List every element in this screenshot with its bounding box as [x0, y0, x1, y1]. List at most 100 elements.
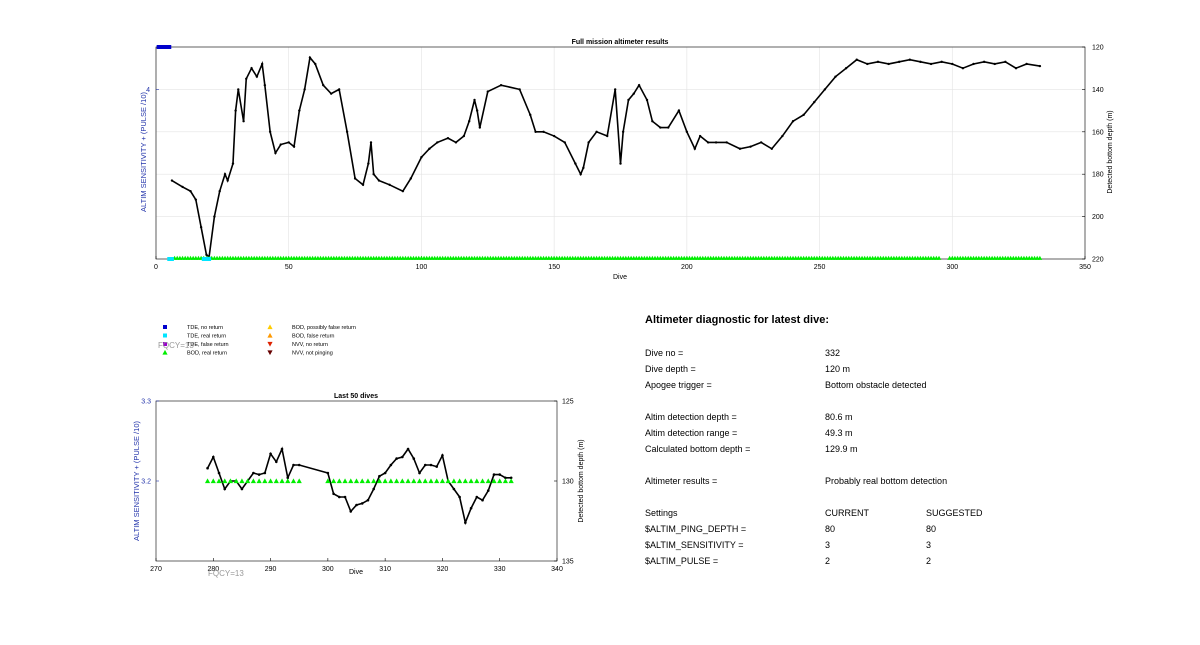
depth-point — [322, 83, 325, 87]
depth-point — [993, 62, 996, 66]
depth-point — [677, 109, 681, 112]
depth-point — [972, 62, 975, 66]
depth-point — [534, 130, 537, 133]
bod-real-return-marker — [416, 478, 423, 484]
depth-point — [478, 126, 482, 129]
right-tick-label: 120 — [1092, 45, 1104, 52]
last50-left-ticks: 3.3 3.2 — [141, 399, 159, 486]
last50-left-ylabel: ALTIM SENSITIVITY + (PULSE /10) — [132, 421, 141, 541]
depth-point — [367, 162, 370, 165]
dive-depth-value: 120 m — [825, 364, 851, 374]
depth-point — [929, 62, 933, 66]
x-tick-label: 290 — [265, 566, 277, 573]
x-tick-label: 340 — [551, 566, 563, 573]
full-chart-title: Full mission altimeter results — [572, 39, 669, 46]
legend-marker — [163, 333, 167, 338]
bod-real-return-marker — [279, 478, 285, 484]
bod-real-return-marker — [468, 478, 474, 484]
last50-right-ylabel: Detected bottom depth (m) — [578, 439, 585, 522]
depth-series-line — [171, 55, 1041, 259]
right-tick-label: 130 — [562, 479, 574, 486]
x-tick-label: 100 — [416, 264, 428, 271]
settings-label: Settings — [645, 508, 678, 518]
depth-point — [378, 474, 381, 478]
depth-point — [887, 62, 890, 66]
bod-real-return-marker — [216, 478, 222, 484]
legend-label: BOD, false return — [292, 334, 335, 340]
depth-point — [206, 466, 209, 470]
sensitivity-current: 3 — [825, 540, 831, 550]
depth-point — [199, 226, 203, 229]
depth-point — [401, 189, 405, 193]
bod-real-return-marker — [210, 478, 216, 484]
depth-point — [582, 166, 585, 170]
bod-real-return-marker — [290, 478, 297, 484]
tde-real-return-marker — [201, 257, 206, 261]
depth-point — [667, 126, 670, 129]
bod-real-return-marker — [262, 478, 268, 484]
depth-point — [552, 134, 556, 138]
depth-point — [876, 60, 880, 64]
x-tick-label: 320 — [437, 566, 449, 573]
ping-depth-suggested: 80 — [926, 524, 937, 534]
legend-marker — [267, 332, 273, 338]
depth-point — [372, 487, 375, 491]
depth-point — [383, 471, 387, 475]
x-tick-label: 280 — [207, 566, 219, 573]
x-tick-label: 350 — [1079, 264, 1091, 271]
bod-real-return-marker — [502, 478, 509, 484]
depth-point — [372, 173, 375, 176]
depth-point — [409, 177, 413, 180]
bod-real-return-marker — [256, 478, 262, 484]
bod-real-return-marker — [394, 478, 400, 484]
depth-point — [418, 471, 421, 475]
depth-point — [205, 253, 208, 256]
right-tick-label: 125 — [562, 399, 574, 406]
depth-point — [292, 463, 295, 467]
bod-real-return-marker — [342, 478, 348, 484]
bod-real-return-marker — [359, 478, 365, 484]
depth-point — [428, 147, 431, 150]
apogee-label: Apogee trigger = — [645, 380, 712, 390]
tde-real-return-marker — [167, 257, 172, 261]
depth-point — [412, 457, 416, 460]
depth-point — [237, 88, 240, 91]
depth-point — [563, 141, 566, 144]
depth-point — [349, 510, 353, 513]
bod-real-return-marker — [204, 478, 211, 484]
depth-point — [303, 88, 306, 91]
right-tick-label: 140 — [1092, 87, 1104, 94]
depth-point — [529, 113, 532, 117]
depth-point — [314, 62, 317, 66]
bod-real-return-marker — [245, 478, 251, 484]
depth-point — [181, 185, 184, 189]
depth-point — [280, 447, 284, 451]
right-tick-label: 180 — [1092, 172, 1104, 179]
depth-point — [245, 77, 248, 81]
full-chart-right-ylabel: Detected bottom depth (m) — [1107, 110, 1114, 193]
depth-point — [441, 454, 444, 457]
last50-fqcy-annotation: FQCY=13 — [208, 569, 244, 578]
legend-label: NVV, no return — [292, 342, 328, 348]
left-tick-label: 3.2 — [141, 479, 151, 486]
depth-point — [353, 177, 357, 180]
depth-point — [338, 495, 341, 499]
results-value: Probably real bottom detection — [825, 476, 948, 486]
depth-point — [332, 492, 335, 496]
depth-point — [706, 141, 710, 144]
depth-point — [770, 147, 773, 150]
bod-real-return-marker — [497, 478, 503, 484]
tde-no-return-marker — [164, 45, 169, 49]
depth-point — [919, 60, 922, 64]
depth-point — [982, 60, 986, 64]
depth-point — [263, 83, 267, 87]
legend-label: TDE, no return — [187, 325, 223, 331]
depth-point — [518, 88, 521, 91]
depth-point — [345, 130, 349, 133]
depth-point — [275, 460, 278, 464]
depth-point — [1038, 64, 1042, 68]
depth-point — [714, 141, 718, 144]
legend-marker — [162, 349, 168, 355]
pulse-current: 2 — [825, 556, 831, 566]
depth-point — [292, 145, 296, 148]
